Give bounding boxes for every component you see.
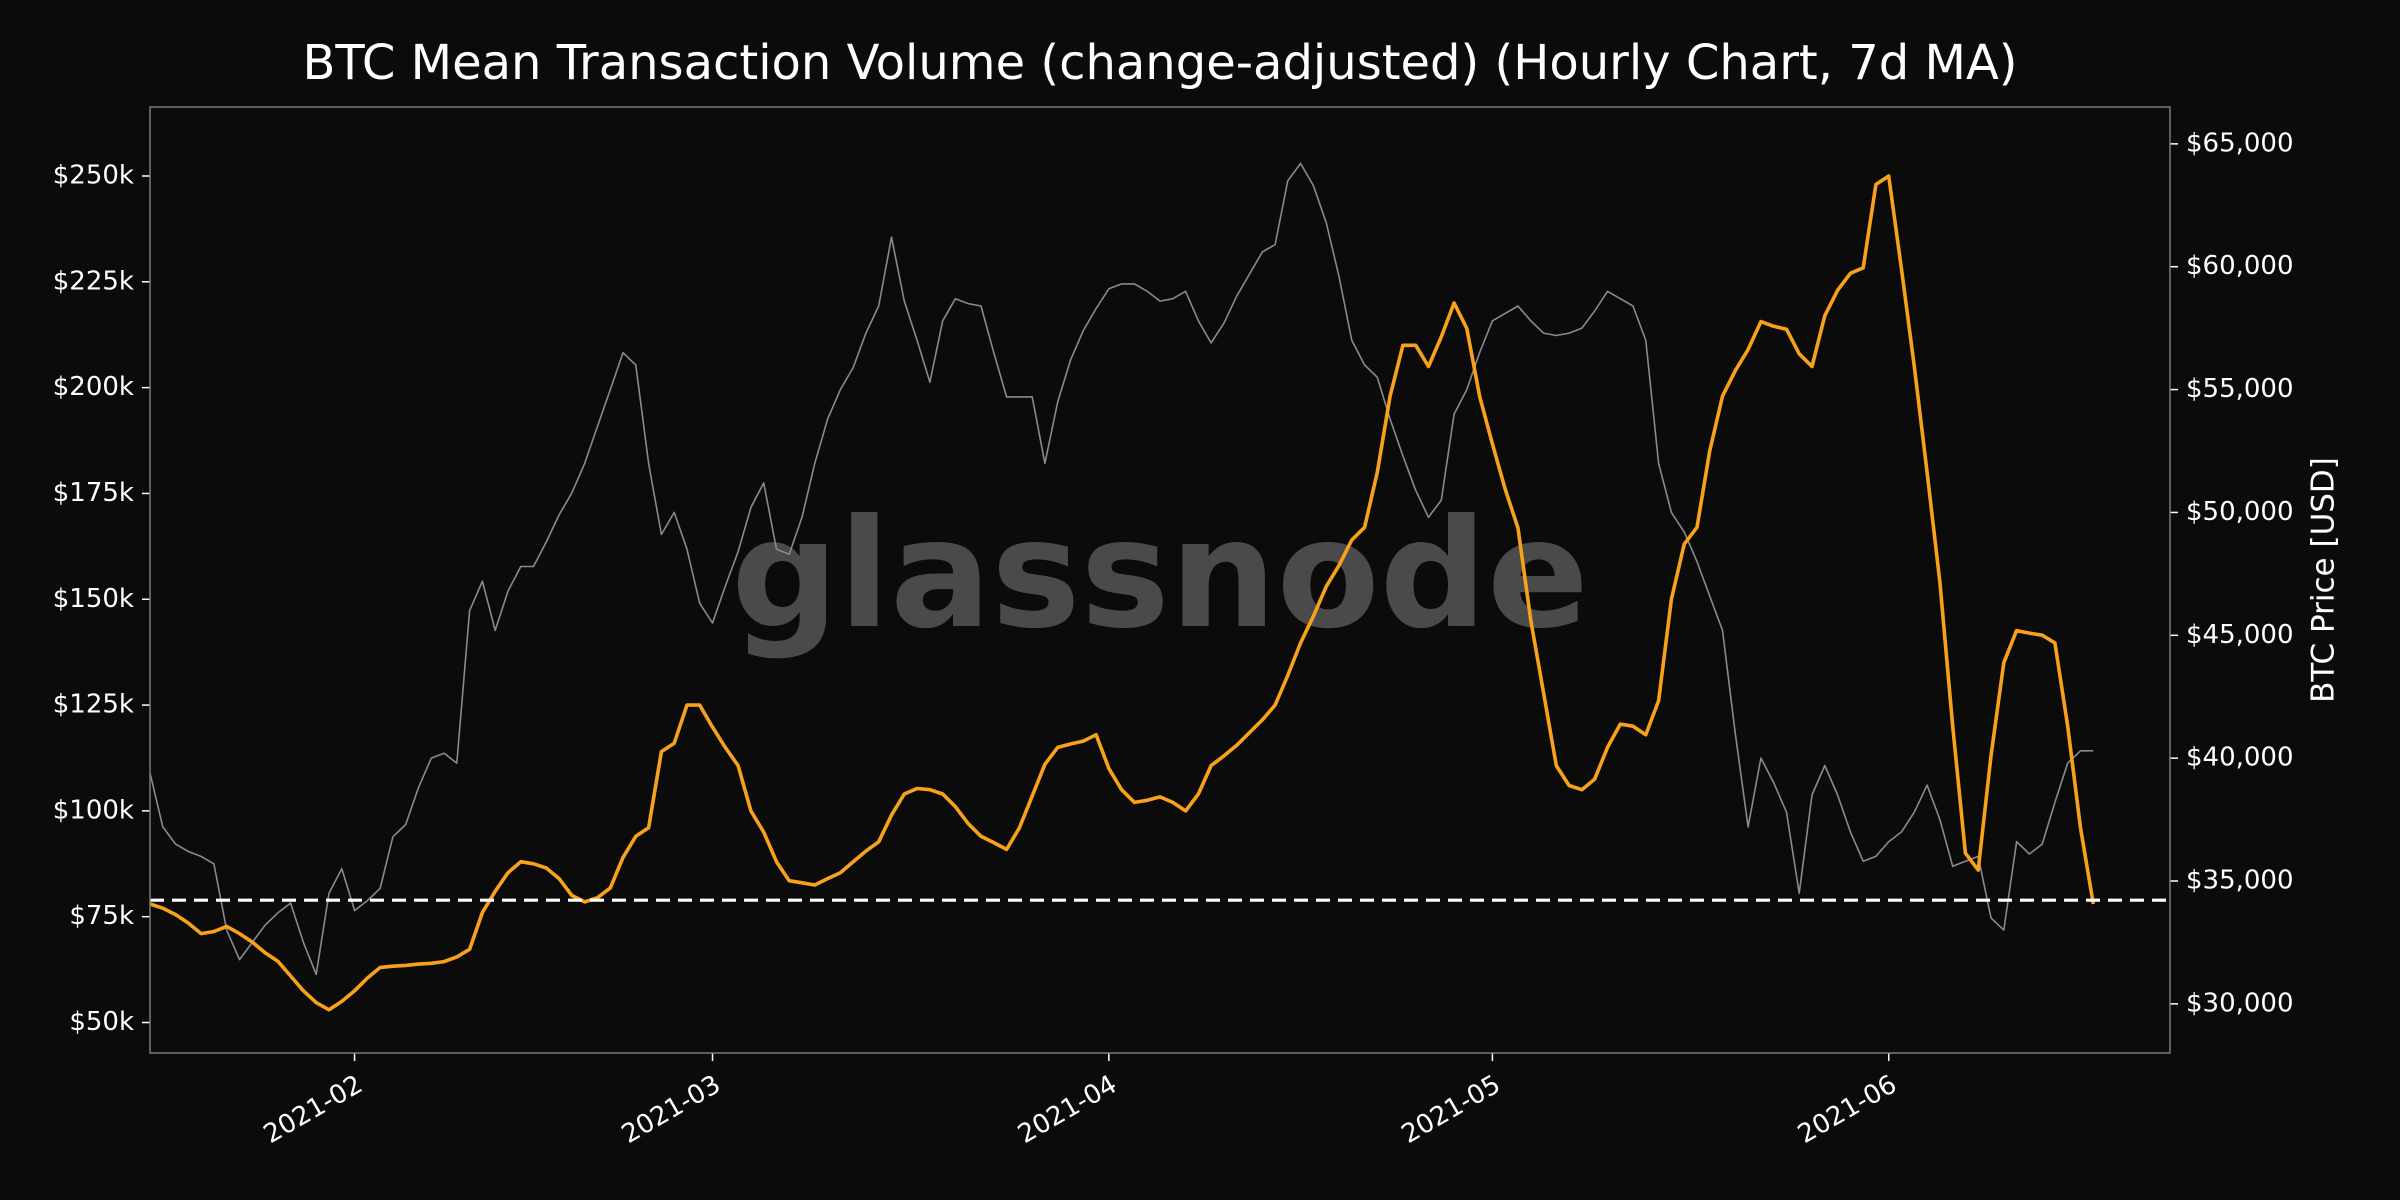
y-tick-label: $225k [53, 266, 134, 296]
y2-tick-label: $60,000 [2186, 251, 2294, 281]
y2-tick-label: $45,000 [2186, 620, 2294, 650]
y-tick-label: $125k [53, 690, 134, 720]
plot-frame [149, 106, 2171, 1054]
y2-tick-label: $35,000 [2186, 866, 2294, 896]
volume-line [149, 174, 2096, 1012]
y2-tick-label: $55,000 [2186, 374, 2294, 404]
y-tick-label: $50k [69, 1007, 134, 1037]
chart-title: BTC Mean Transaction Volume (change-adju… [302, 35, 2017, 91]
y-tick-label: $150k [53, 584, 134, 614]
y-tick-label: $75k [69, 901, 134, 931]
y-tick-label: $250k [53, 160, 134, 190]
y-tick-label: $100k [53, 795, 134, 825]
y2-tick-label: $65,000 [2186, 128, 2294, 158]
y2-tick-label: $50,000 [2186, 497, 2294, 527]
watermark: glassnode [731, 488, 1589, 662]
y2-tick-label: $30,000 [2186, 988, 2294, 1018]
price-line [149, 162, 2094, 976]
y2-axis-label: BTC Price [USD] [2306, 457, 2342, 703]
y-tick-label: $175k [53, 478, 134, 508]
y2-tick-label: $40,000 [2186, 743, 2294, 773]
y-tick-label: $200k [53, 372, 134, 402]
